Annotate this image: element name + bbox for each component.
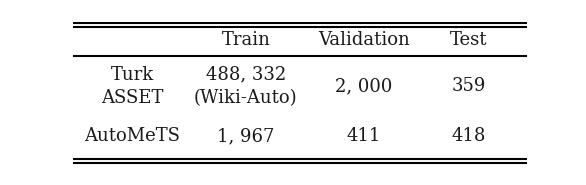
Text: 1, 967: 1, 967 <box>217 127 274 145</box>
Text: 2, 000: 2, 000 <box>335 77 393 95</box>
Text: 359: 359 <box>451 77 486 95</box>
Text: Train: Train <box>222 31 270 49</box>
Text: 488, 332
(Wiki-Auto): 488, 332 (Wiki-Auto) <box>194 65 298 107</box>
Text: 411: 411 <box>347 127 381 145</box>
Text: 418: 418 <box>451 127 486 145</box>
Text: AutoMeTS: AutoMeTS <box>84 127 180 145</box>
Text: Turk
ASSET: Turk ASSET <box>101 65 163 107</box>
Text: Validation: Validation <box>318 31 410 49</box>
Text: Test: Test <box>449 31 487 49</box>
